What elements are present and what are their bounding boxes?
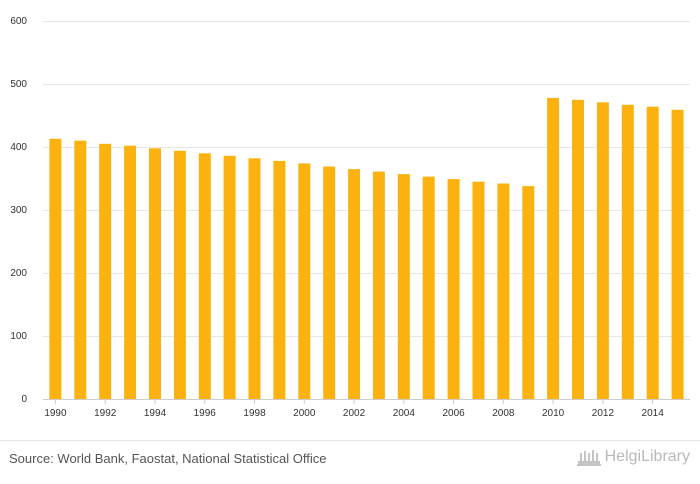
bar-2014[interactable] — [646, 106, 659, 399]
x-tick-label: 1996 — [194, 408, 217, 419]
bar-2004[interactable] — [397, 174, 410, 399]
y-tick-label: 600 — [10, 16, 27, 27]
x-tick-label: 2014 — [642, 408, 665, 419]
y-tick-label: 300 — [10, 205, 27, 216]
x-axis-ticks: 1990 1992 1994 1996 1998 2000 2002 2004 2006 2008… — [44, 399, 664, 419]
bar-2008[interactable] — [497, 183, 510, 400]
gridlines — [43, 21, 690, 400]
bar-2007[interactable] — [472, 181, 485, 399]
bar-chart: 0 100 200 300 400 500 600 1990 1992 1994 1996 1998… — [10, 16, 690, 419]
bar-2009[interactable] — [522, 186, 535, 399]
bar-2013[interactable] — [621, 104, 634, 400]
x-tick-label: 2006 — [442, 408, 465, 419]
bar-2006[interactable] — [447, 179, 460, 399]
bar-1998[interactable] — [248, 158, 261, 399]
bar-1994[interactable] — [149, 148, 161, 399]
footer: Source: World Bank, Faostat, National St… — [0, 440, 700, 484]
x-tick-label: 1998 — [243, 408, 266, 419]
bar-2012[interactable] — [596, 102, 609, 400]
bar-1991[interactable] — [74, 140, 87, 399]
bar-2005[interactable] — [422, 176, 435, 399]
bar-2010[interactable] — [547, 97, 560, 400]
bar-1999[interactable] — [273, 160, 286, 399]
y-tick-label: 500 — [10, 79, 27, 90]
source-note: Source: World Bank, Faostat, National St… — [9, 451, 327, 466]
bar-2011[interactable] — [572, 99, 584, 400]
x-tick-label: 2010 — [542, 408, 565, 419]
bar-1995[interactable] — [173, 150, 186, 399]
x-tick-label: 1992 — [94, 408, 117, 419]
y-tick-label: 400 — [10, 142, 27, 153]
bar-2015[interactable] — [671, 109, 684, 400]
y-tick-label: 0 — [21, 394, 27, 405]
x-tick-label: 2000 — [293, 408, 316, 419]
brand-logo[interactable]: HelgiLibrary — [576, 447, 690, 467]
bar-2001[interactable] — [323, 166, 336, 400]
bar-2000[interactable] — [298, 163, 311, 399]
y-tick-label: 200 — [10, 268, 27, 279]
x-tick-label: 2004 — [393, 408, 416, 419]
x-tick-label: 1990 — [44, 408, 67, 419]
x-tick-label: 1994 — [144, 408, 167, 419]
library-icon — [576, 450, 601, 466]
x-tick-label: 2008 — [492, 408, 515, 419]
bars — [49, 97, 684, 400]
bar-1990[interactable] — [49, 138, 62, 400]
bar-1997[interactable] — [223, 155, 236, 399]
bar-2003[interactable] — [372, 171, 385, 399]
bar-2002[interactable] — [348, 169, 361, 399]
bar-1992[interactable] — [99, 143, 112, 399]
y-axis-ticks: 0 100 200 300 400 500 600 — [10, 16, 27, 405]
bar-1996[interactable] — [198, 153, 211, 399]
y-tick-label: 100 — [10, 331, 27, 342]
x-tick-label: 2012 — [592, 408, 615, 419]
brand-name: HelgiLibrary — [604, 448, 690, 465]
x-tick-label: 2002 — [343, 408, 366, 419]
bar-1993[interactable] — [124, 145, 137, 399]
